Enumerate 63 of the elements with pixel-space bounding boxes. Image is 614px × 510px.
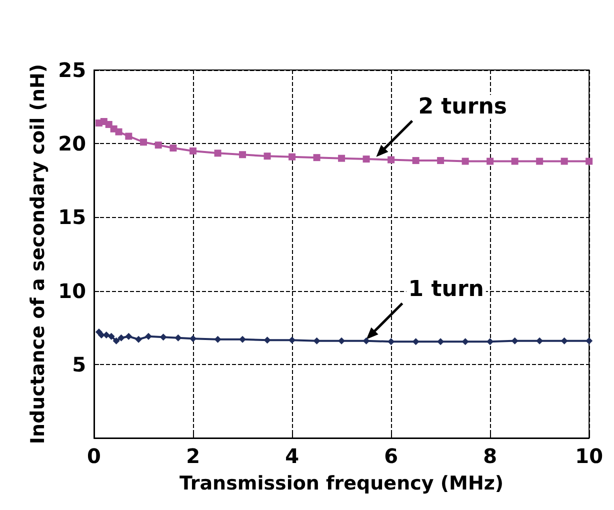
point bbox=[264, 336, 271, 344]
point bbox=[486, 338, 494, 346]
point bbox=[362, 337, 370, 344]
point bbox=[264, 152, 271, 160]
point bbox=[239, 151, 246, 158]
y-tick-label: 10 bbox=[58, 278, 86, 303]
annotation: 1 turn bbox=[408, 276, 484, 302]
point bbox=[174, 334, 182, 342]
x-tick-label: 8 bbox=[483, 444, 498, 468]
point bbox=[536, 337, 544, 344]
x-tick-label: 2 bbox=[186, 444, 200, 468]
x-tick-label: 0 bbox=[87, 444, 101, 468]
point bbox=[154, 142, 162, 149]
point bbox=[313, 337, 320, 344]
point bbox=[586, 337, 593, 344]
point bbox=[462, 338, 469, 346]
point bbox=[560, 337, 568, 344]
point bbox=[140, 138, 148, 146]
y-tick-label: 25 bbox=[58, 58, 86, 82]
point bbox=[125, 332, 132, 340]
point bbox=[338, 337, 346, 344]
y-tick-label: 5 bbox=[72, 352, 86, 376]
point bbox=[338, 154, 346, 162]
point bbox=[135, 336, 142, 343]
point bbox=[214, 150, 222, 157]
point bbox=[437, 157, 444, 164]
point bbox=[112, 337, 120, 344]
point bbox=[118, 334, 125, 342]
point bbox=[388, 338, 395, 346]
point bbox=[160, 334, 167, 341]
point bbox=[98, 331, 105, 338]
x-tick-label: 10 bbox=[575, 444, 604, 468]
x-axis-title: Transmission frequency (MHz) bbox=[179, 472, 504, 494]
point bbox=[313, 154, 320, 162]
point bbox=[462, 158, 469, 165]
point bbox=[412, 157, 420, 164]
point bbox=[108, 332, 115, 340]
y-tick-label: 20 bbox=[58, 132, 86, 156]
point bbox=[190, 147, 197, 154]
point bbox=[586, 158, 593, 165]
point bbox=[560, 158, 568, 165]
point bbox=[437, 338, 444, 346]
point bbox=[144, 332, 152, 340]
x-tick-label: 4 bbox=[285, 444, 299, 468]
point bbox=[388, 156, 395, 164]
point bbox=[170, 144, 177, 152]
point bbox=[511, 337, 518, 344]
point bbox=[412, 338, 420, 346]
point bbox=[362, 156, 370, 163]
y-axis-title: Inductance of a secondary coil (nH) bbox=[26, 64, 49, 444]
point bbox=[125, 132, 132, 140]
point bbox=[190, 335, 197, 342]
x-tick-label: 6 bbox=[384, 444, 398, 468]
point bbox=[486, 158, 494, 165]
point bbox=[214, 336, 222, 343]
point bbox=[239, 336, 246, 343]
point bbox=[511, 158, 518, 165]
point bbox=[536, 158, 544, 165]
point bbox=[288, 153, 296, 160]
point bbox=[115, 128, 122, 136]
y-tick-label: 15 bbox=[58, 205, 86, 230]
point bbox=[288, 336, 296, 344]
annotation: 2 turns bbox=[418, 94, 507, 120]
